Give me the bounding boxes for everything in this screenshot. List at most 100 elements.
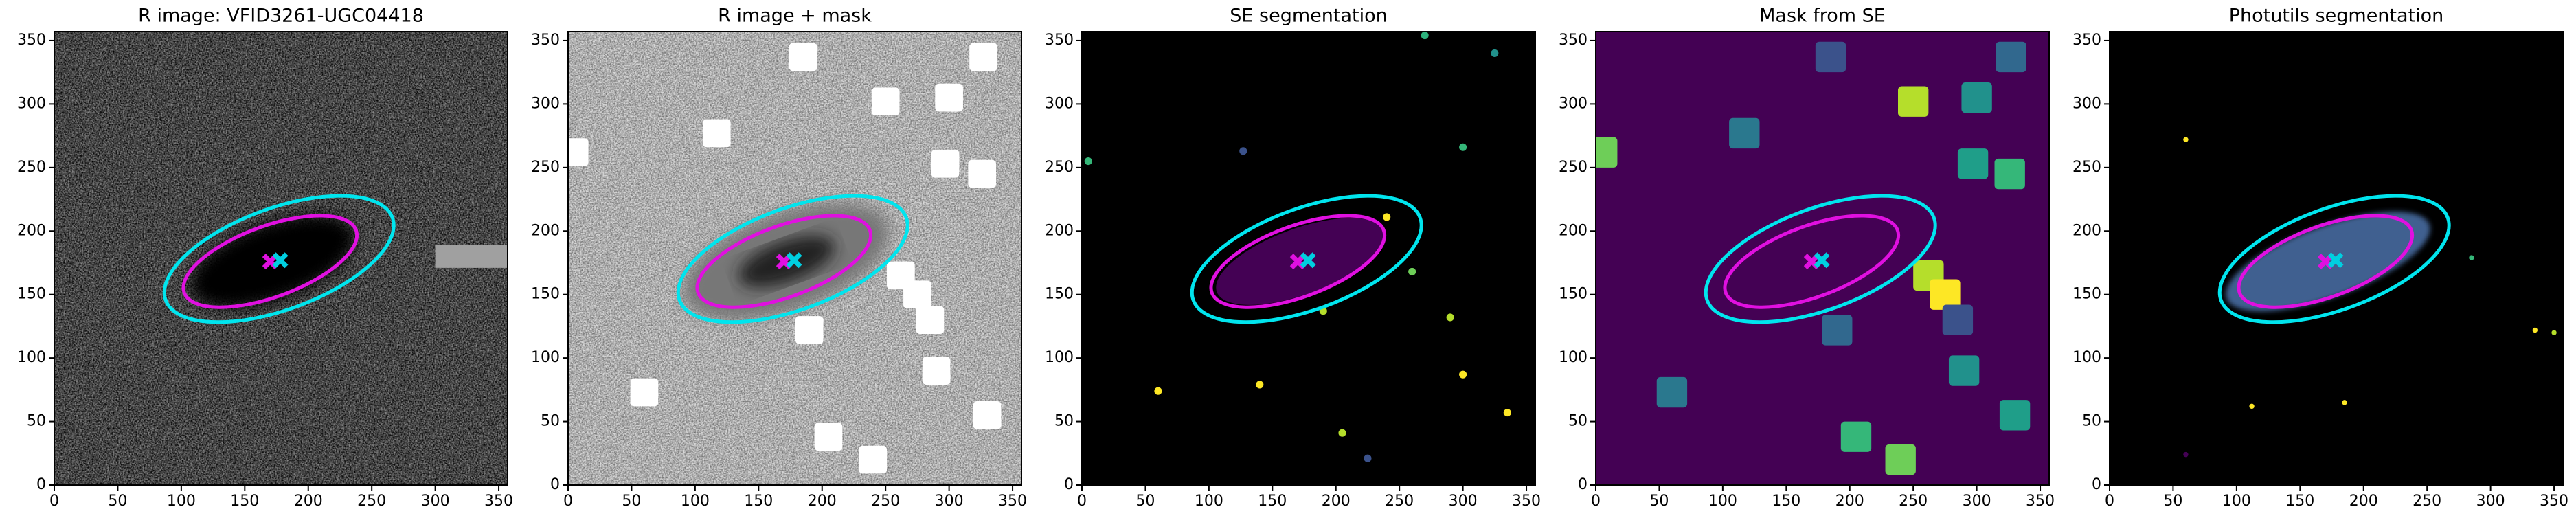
y-tick-label: 300 xyxy=(2072,95,2101,112)
center-marker xyxy=(2327,252,2344,269)
axes-frame xyxy=(1081,31,1536,486)
center-marker xyxy=(1814,252,1830,269)
y-tick-label: 200 xyxy=(1559,222,1588,239)
y-tick-label: 50 xyxy=(1568,413,1588,430)
axes-frame xyxy=(1595,31,2050,486)
mask-square xyxy=(1994,158,2025,190)
ellipse xyxy=(676,194,909,324)
mask-square xyxy=(916,306,945,334)
x-tick-label: 100 xyxy=(2222,493,2251,510)
x-tick-label: 0 xyxy=(563,493,573,510)
x-tick-label: 100 xyxy=(1708,493,1737,510)
y-tick-label: 0 xyxy=(550,476,560,493)
x-tick-label: 300 xyxy=(1449,493,1478,510)
mask-square xyxy=(795,316,824,344)
y-tick-label: 200 xyxy=(1045,222,1074,239)
mask-square xyxy=(1840,421,1872,452)
mask-square xyxy=(1996,41,2026,73)
x-tick-label: 0 xyxy=(1591,493,1601,510)
axes-frame xyxy=(54,31,508,486)
segment-blob xyxy=(1338,429,1346,437)
x-tick-label: 150 xyxy=(2285,493,2314,510)
x-tick-label: 50 xyxy=(108,493,127,510)
mask-square xyxy=(814,423,843,451)
panel-title: Mask from SE xyxy=(1759,5,1886,27)
x-tick-label: 300 xyxy=(935,493,964,510)
x-tick-label: 300 xyxy=(1963,493,1991,510)
x-tick-label: 0 xyxy=(1077,493,1087,510)
segment-blob xyxy=(1408,267,1416,275)
segment-blob xyxy=(1256,381,1264,389)
segment-blob xyxy=(1364,454,1372,462)
y-tick-label: 150 xyxy=(531,286,560,303)
y-tick-label: 200 xyxy=(531,222,560,239)
mask-square xyxy=(1961,82,1992,113)
segment-blob xyxy=(1084,157,1092,166)
y-tick-label: 100 xyxy=(1045,349,1074,366)
y-tick-label: 100 xyxy=(531,349,560,366)
y-tick-label: 50 xyxy=(1054,413,1074,430)
panel: SE segmentation 0 50 100 150 200 250 300 350 0 50 1… xyxy=(1045,5,1541,510)
mask-square xyxy=(702,119,731,148)
y-tick-label: 0 xyxy=(1064,476,1074,493)
y-tick-label: 50 xyxy=(27,413,46,430)
y-tick-label: 250 xyxy=(531,159,560,176)
mask-square xyxy=(789,43,817,71)
panel: Mask from SE 0 50 100 150 200 250 300 350 0 50 100 1… xyxy=(1559,5,2055,510)
y-tick-label: 300 xyxy=(17,95,46,112)
mask-square xyxy=(1948,355,1980,386)
x-tick-label: 50 xyxy=(1136,493,1155,510)
y-tick-label: 0 xyxy=(2092,476,2101,493)
segment-blob xyxy=(1239,147,1247,155)
mask-square xyxy=(568,138,589,166)
panel-title: R image + mask xyxy=(718,5,872,27)
mask-square xyxy=(1656,376,1688,408)
mask-square xyxy=(1999,400,2031,431)
x-tick-label: 200 xyxy=(808,493,837,510)
y-tick-label: 350 xyxy=(1045,32,1074,49)
mask-square xyxy=(1942,304,1974,335)
y-tick-label: 350 xyxy=(2072,32,2101,49)
ellipse xyxy=(1209,214,1387,309)
segment-blob xyxy=(2249,403,2255,409)
x-tick-label: 200 xyxy=(2349,493,2378,510)
x-tick-label: 0 xyxy=(49,493,59,510)
y-tick-label: 100 xyxy=(2072,349,2101,366)
y-tick-label: 50 xyxy=(2082,413,2101,430)
segment-blob xyxy=(1446,313,1454,322)
y-tick-label: 150 xyxy=(1045,286,1074,303)
panel: Photutils segmentation 0 50 100 150 200 250 300… xyxy=(2072,5,2568,510)
mask-square xyxy=(1930,279,1961,310)
segment-blob xyxy=(1459,143,1467,151)
x-tick-label: 250 xyxy=(2413,493,2441,510)
ellipse xyxy=(695,214,873,309)
y-tick-label: 150 xyxy=(2072,286,2101,303)
ellipse xyxy=(1704,194,1937,324)
mask-square xyxy=(871,87,900,116)
y-tick-label: 250 xyxy=(2072,159,2101,176)
mask-square xyxy=(969,43,997,71)
x-tick-label: 50 xyxy=(1649,493,1669,510)
segment-blob xyxy=(2469,255,2474,260)
mask-square xyxy=(859,445,888,474)
x-tick-label: 350 xyxy=(998,493,1027,510)
segment-blob xyxy=(1421,32,1429,40)
segment-blob xyxy=(2532,327,2538,333)
segment-blob xyxy=(1459,370,1467,379)
y-tick-label: 200 xyxy=(2072,222,2101,239)
x-tick-label: 200 xyxy=(1322,493,1351,510)
segment-blob xyxy=(2342,400,2347,405)
y-tick-label: 300 xyxy=(1045,95,1074,112)
y-tick-label: 250 xyxy=(17,159,46,176)
y-tick-label: 250 xyxy=(1559,159,1588,176)
x-tick-label: 350 xyxy=(484,493,513,510)
ellipse xyxy=(2237,214,2415,309)
x-tick-label: 350 xyxy=(1512,493,1541,510)
ellipse xyxy=(1723,214,1901,309)
segment-blob xyxy=(1154,387,1162,395)
y-tick-label: 300 xyxy=(1559,95,1588,112)
ellipse xyxy=(2217,194,2451,324)
x-tick-label: 250 xyxy=(1385,493,1414,510)
y-tick-label: 300 xyxy=(531,95,560,112)
x-tick-label: 100 xyxy=(1195,493,1223,510)
